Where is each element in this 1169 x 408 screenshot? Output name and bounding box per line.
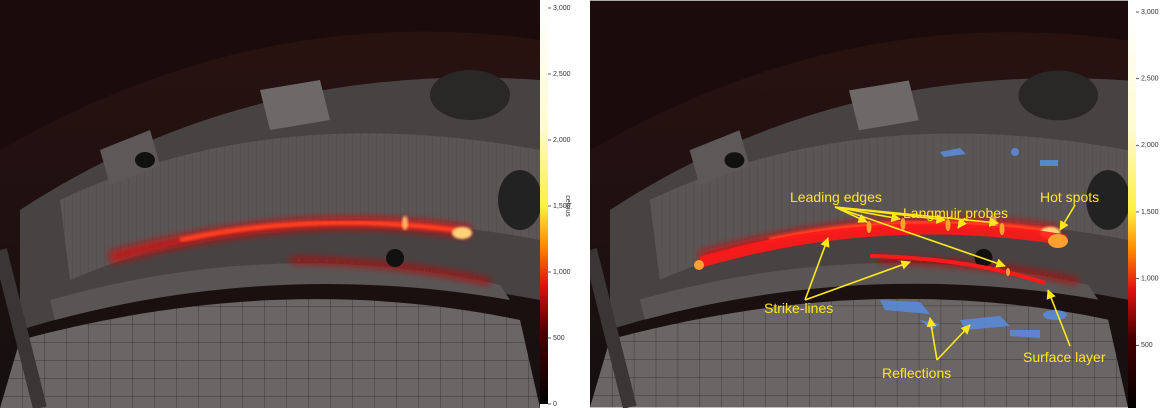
annotation: Hot spots xyxy=(1040,189,1099,205)
colorbar xyxy=(540,8,548,404)
colorbar-tick-label: 2,000 xyxy=(553,137,571,144)
colorbar-tick-label: 2,500 xyxy=(1141,76,1159,83)
colorbar-tick-label: 500 xyxy=(1141,342,1153,349)
colorbar-tick-label: 1,500 xyxy=(553,203,571,210)
colorbar-tick-label: 500 xyxy=(553,335,565,342)
annotation: Langmuir probes xyxy=(903,205,1008,221)
figure: celsius Leading edges Langmuir probes Ho… xyxy=(0,0,1169,408)
annotation: Leading edges xyxy=(790,189,882,205)
colorbar-tick-label: 2,000 xyxy=(1141,142,1159,149)
colorbar-tick-label: 1,000 xyxy=(553,269,571,276)
ir-image xyxy=(0,0,542,408)
annotation: Surface layer xyxy=(1023,349,1106,365)
left-panel: celsius xyxy=(0,0,571,408)
right-panel: Leading edges Langmuir probes Hot spots … xyxy=(590,1,1136,408)
colorbar-tick-label: 2,500 xyxy=(553,71,571,78)
colorbar-tick-label: 0 xyxy=(553,401,557,408)
colorbar-tick-label: 1,000 xyxy=(1141,276,1159,283)
colorbar xyxy=(1128,12,1136,408)
annotation: Strike-lines xyxy=(764,300,833,316)
colorbar-tick-label: 3,000 xyxy=(553,5,571,12)
colorbar-tick-label: 1,500 xyxy=(1141,209,1159,216)
colorbar-tick-label: 3,000 xyxy=(1141,9,1159,16)
annotation: Reflections xyxy=(882,365,951,381)
